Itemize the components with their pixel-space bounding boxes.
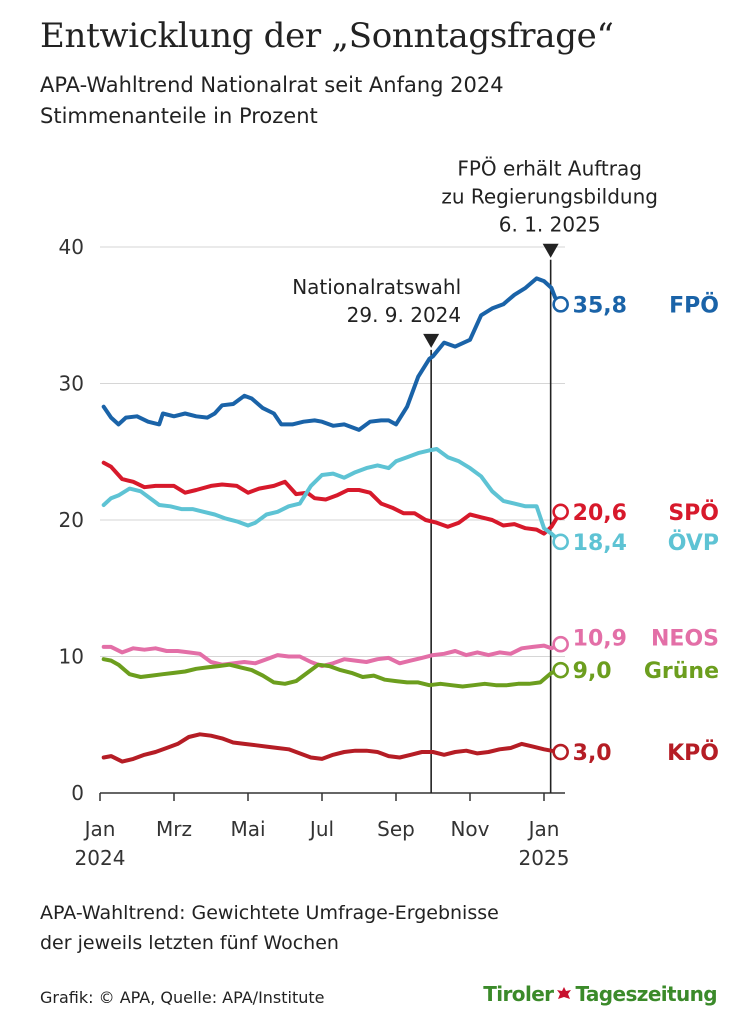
series-line-NEOS [101, 642, 563, 669]
end-marker-Grüne [552, 661, 569, 679]
series-name-label: FPÖ [669, 292, 719, 318]
y-tick-label: 40 [59, 235, 84, 259]
annotation-triangle-icon [423, 333, 440, 348]
credit-text: Grafik: © APA, Quelle: APA/Institute [40, 988, 325, 1007]
x-tick-label: Jan [527, 817, 560, 841]
annotation-text: 6. 1. 2025 [499, 213, 601, 237]
end-marker-SPÖ [552, 503, 569, 521]
logo-text-left: Tiroler [483, 982, 554, 1006]
end-value-label: 10,9 [573, 626, 627, 651]
annotation-text: zu Regierungsbildung [441, 185, 658, 209]
chart-title: Entwicklung der „Sonntagsfrage“ [40, 16, 614, 56]
y-tick-label: 20 [59, 508, 84, 532]
series-line-KPÖ [101, 732, 563, 764]
series-line-Grüne [101, 657, 563, 689]
annotation-text: 29. 9. 2024 [347, 303, 462, 327]
series-name-label: ÖVP [668, 530, 719, 556]
end-marker-NEOS [552, 635, 569, 653]
series-name-label: KPÖ [667, 740, 719, 766]
x-tick-year-label: 2024 [75, 846, 126, 870]
y-tick-label: 0 [71, 781, 84, 805]
logo-text-right: Tageszeitung [575, 982, 717, 1006]
line-chart: 0 10 20 30 40 Jan 2024 Mrz Mai Jul Sep Nov Jan 2025 Na… [59, 157, 719, 870]
end-value-label: 9,0 [573, 659, 612, 684]
x-tick-label: Mai [230, 817, 265, 841]
annotation-text: FPÖ erhält Auftrag [457, 157, 642, 181]
end-marker-KPÖ [552, 743, 569, 761]
end-marker-FPÖ [552, 296, 569, 313]
subtitle-line-2: Stimmenanteile in Prozent [40, 104, 318, 128]
footnote: APA-Wahltrend: Gewichtete Umfrage-Ergebn… [40, 898, 499, 958]
subtitle-line-1: APA-Wahltrend Nationalrat seit Anfang 20… [40, 73, 504, 97]
end-value-label: 18,4 [573, 531, 627, 556]
end-value-label: 20,6 [573, 501, 627, 526]
series-name-label: SPÖ [668, 500, 719, 526]
x-tick-year-label: 2025 [519, 846, 570, 870]
y-tick-label: 30 [59, 372, 84, 396]
series-line-ÖVP [101, 447, 563, 544]
end-marker-ÖVP [552, 533, 569, 551]
end-value-label: 35,8 [573, 293, 627, 318]
series-line-SPÖ [101, 460, 563, 536]
annotation-triangle-icon [542, 243, 559, 258]
publisher-logo: Tiroler Tageszeitung [483, 982, 717, 1006]
end-value-label: 3,0 [573, 741, 612, 766]
y-tick-label: 10 [59, 645, 84, 669]
x-tick-label: Mrz [156, 817, 192, 841]
series-line-FPÖ [101, 276, 563, 432]
x-tick-label: Jan [83, 817, 116, 841]
footnote-line-1: APA-Wahltrend: Gewichtete Umfrage-Ergebn… [40, 902, 499, 924]
annotation-text: Nationalratswahl [292, 275, 461, 299]
x-tick-label: Sep [377, 817, 415, 841]
series-name-label: NEOS [651, 626, 719, 651]
eagle-icon [557, 987, 572, 999]
series-name-label: Grüne [644, 659, 719, 684]
x-tick-label: Nov [450, 817, 489, 841]
chart-subtitle: APA-Wahltrend Nationalrat seit Anfang 20… [40, 70, 504, 132]
footnote-line-2: der jeweils letzten fünf Wochen [40, 932, 339, 954]
x-tick-label: Jul [308, 817, 334, 841]
